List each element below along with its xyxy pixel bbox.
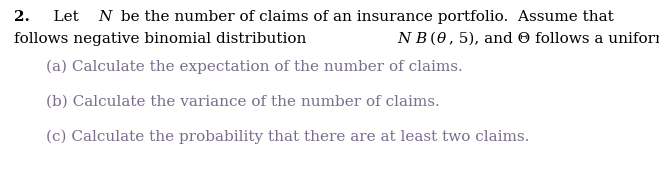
Text: (b) Calculate the variance of the number of claims.: (b) Calculate the variance of the number…: [46, 95, 440, 109]
Text: be the number of claims of an insurance portfolio.  Assume that: be the number of claims of an insurance …: [116, 10, 618, 24]
Text: θ: θ: [437, 32, 446, 46]
Text: (c) Calculate the probability that there are at least two claims.: (c) Calculate the probability that there…: [46, 130, 529, 144]
Text: (a) Calculate the expectation of the number of claims.: (a) Calculate the expectation of the num…: [46, 60, 463, 74]
Text: follows negative binomial distribution: follows negative binomial distribution: [14, 32, 311, 46]
Text: B: B: [415, 32, 426, 46]
Text: N: N: [98, 10, 112, 24]
Text: Let: Let: [34, 10, 84, 24]
Text: , 5), and Θ follows a uniform distribution: , 5), and Θ follows a uniform distributi…: [449, 32, 659, 46]
Text: N: N: [397, 32, 411, 46]
Text: 2.: 2.: [14, 10, 30, 24]
Text: (: (: [429, 32, 436, 46]
